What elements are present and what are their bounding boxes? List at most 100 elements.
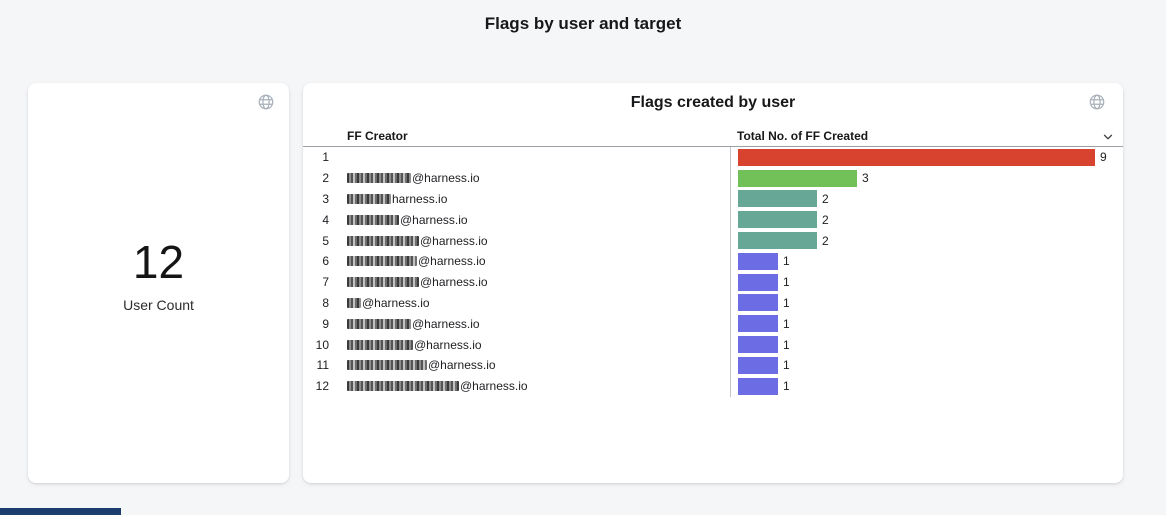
- bar-value: 1: [783, 358, 790, 373]
- row-bar-cell: 1: [730, 354, 1123, 376]
- row-bar-cell: 1: [730, 292, 1123, 314]
- row-rank: 7: [322, 275, 329, 290]
- bar-value: 2: [822, 233, 829, 248]
- globe-icon: [257, 93, 275, 111]
- table-row: 3 harness.io 2: [303, 188, 1123, 210]
- row-rank: 1: [322, 150, 329, 165]
- row-bar-cell: 2: [730, 209, 1123, 231]
- redacted-name: [347, 173, 411, 184]
- user-count-card: 12 User Count: [28, 83, 289, 483]
- table-row: 6 @harness.io 1: [303, 250, 1123, 272]
- creator-visible-text: @harness.io: [418, 254, 486, 269]
- redacted-name: [347, 193, 391, 204]
- row-bar-cell: 3: [730, 167, 1123, 189]
- user-count-label: User Count: [123, 297, 194, 314]
- row-creator: @harness.io: [336, 213, 730, 227]
- row-bar-cell: 1: [730, 250, 1123, 272]
- creator-visible-text: @harness.io: [400, 212, 468, 227]
- creator-visible-text: @harness.io: [412, 316, 480, 331]
- table-row: 1 9: [303, 147, 1123, 168]
- table-row: 8 @harness.io 1: [303, 292, 1123, 314]
- row-bar-cell: 2: [730, 230, 1123, 251]
- bar-value: 1: [783, 295, 790, 310]
- table-row: 10 @harness.io 1: [303, 334, 1123, 355]
- redacted-name: [347, 235, 419, 246]
- row-rank: 5: [322, 233, 329, 248]
- bar-value: 1: [783, 337, 790, 352]
- table-row: 12 @harness.io 1: [303, 375, 1123, 397]
- bar[interactable]: [738, 252, 778, 270]
- table-row: 2 @harness.io 3: [303, 167, 1123, 189]
- row-creator: @harness.io: [336, 358, 730, 372]
- row-creator: harness.io: [336, 192, 730, 206]
- table-row: 4 @harness.io 2: [303, 209, 1123, 231]
- row-creator: @harness.io: [336, 317, 730, 331]
- redacted-name: [347, 277, 419, 288]
- bar[interactable]: [738, 148, 1095, 166]
- creator-visible-text: @harness.io: [414, 337, 482, 352]
- table-row: 7 @harness.io 1: [303, 271, 1123, 293]
- bar-value: 1: [783, 275, 790, 290]
- row-rank: 11: [316, 358, 329, 373]
- creator-visible-text: @harness.io: [362, 295, 430, 310]
- bar[interactable]: [738, 377, 778, 395]
- column-header-total-ff-created[interactable]: Total No. of FF Created: [737, 129, 869, 143]
- bar-value: 2: [822, 212, 829, 227]
- creator-visible-text: @harness.io: [412, 171, 480, 186]
- bar-value: 1: [783, 379, 790, 394]
- creator-visible-text: @harness.io: [420, 275, 488, 290]
- chevron-down-icon[interactable]: [1101, 130, 1115, 144]
- bottom-bar-fragment: [0, 508, 121, 515]
- row-bar-cell: 9: [730, 147, 1123, 168]
- bar-value: 2: [822, 191, 829, 206]
- bar[interactable]: [738, 315, 778, 333]
- row-creator: @harness.io: [336, 338, 730, 352]
- row-creator: @harness.io: [336, 296, 730, 310]
- redacted-name: [347, 256, 417, 267]
- header-divider: [303, 146, 1123, 147]
- row-rank: 10: [315, 337, 329, 352]
- flags-created-card: Flags created by user FF Creator Total N…: [303, 83, 1123, 483]
- row-bar-cell: 1: [730, 375, 1123, 397]
- bar[interactable]: [738, 211, 817, 229]
- creator-visible-text: @harness.io: [460, 379, 528, 394]
- redacted-name: [347, 360, 427, 371]
- creator-visible-text: @harness.io: [428, 358, 496, 373]
- bar[interactable]: [738, 356, 778, 374]
- bar[interactable]: [738, 190, 817, 208]
- row-bar-cell: 1: [730, 334, 1123, 355]
- row-bar-cell: 1: [730, 271, 1123, 293]
- row-rank: 9: [322, 316, 329, 331]
- bar-value: 1: [783, 254, 790, 269]
- row-bar-cell: 2: [730, 188, 1123, 210]
- bar[interactable]: [738, 273, 778, 291]
- page-title: Flags by user and target: [484, 14, 682, 33]
- row-rank: 8: [322, 295, 329, 310]
- bar[interactable]: [738, 336, 778, 354]
- row-bar-cell: 1: [730, 313, 1123, 335]
- row-rank: 3: [322, 191, 329, 206]
- bar[interactable]: [738, 294, 778, 312]
- table-row: 5 @harness.io 2: [303, 230, 1123, 251]
- row-creator: @harness.io: [336, 379, 730, 393]
- table-header: FF Creator Total No. of FF Created: [303, 129, 1123, 146]
- bar-value: 3: [862, 171, 869, 186]
- bar[interactable]: [738, 169, 857, 187]
- redacted-name: [347, 381, 459, 392]
- row-creator: @harness.io: [336, 171, 730, 185]
- bar[interactable]: [738, 232, 817, 250]
- row-rank: 12: [315, 379, 329, 394]
- row-rank: 6: [322, 254, 329, 269]
- table-row: 11 @harness.io 1: [303, 354, 1123, 376]
- bar-value: 9: [1100, 150, 1107, 165]
- chart-title: Flags created by user: [630, 94, 796, 111]
- column-header-ff-creator[interactable]: FF Creator: [347, 129, 408, 143]
- row-rank: 2: [322, 171, 329, 186]
- redacted-name: [347, 214, 399, 225]
- creator-visible-text: @harness.io: [420, 233, 488, 248]
- globe-icon: [1088, 93, 1106, 111]
- row-creator: @harness.io: [336, 254, 730, 268]
- redacted-name: [347, 339, 413, 350]
- row-rank: 4: [322, 212, 329, 227]
- table-row: 9 @harness.io 1: [303, 313, 1123, 335]
